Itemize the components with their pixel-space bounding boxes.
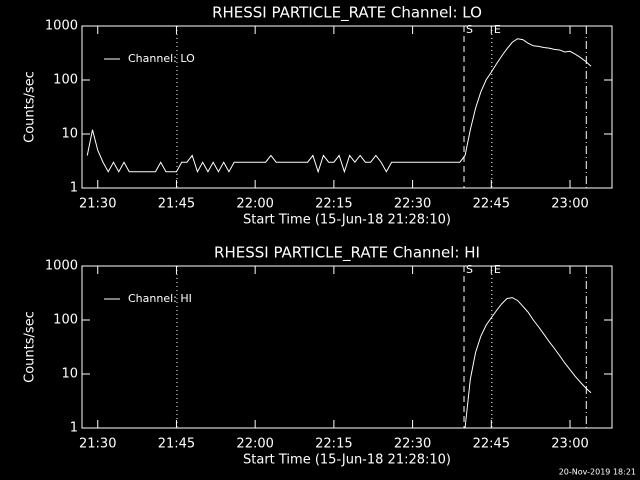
y-tick-label: 1000 (45, 19, 78, 34)
x-tick-label: 21:30 (79, 197, 116, 212)
x-tick-label: 21:45 (158, 437, 195, 452)
x-tick-label: 21:30 (79, 437, 116, 452)
data-line (86, 38, 592, 174)
x-tick-label: 22:15 (315, 437, 352, 452)
legend-label: Channel: HI (128, 292, 192, 305)
x-tick-label: 22:45 (473, 437, 510, 452)
x-tick-label: 22:30 (394, 197, 431, 212)
legend-label: Channel: LO (128, 52, 195, 65)
y-tick-label: 1 (70, 181, 78, 196)
plot-frame (81, 25, 613, 189)
chart-title: RHESSI PARTICLE_RATE Channel: LO (212, 4, 482, 23)
x-tick-label: 22:00 (236, 437, 273, 452)
event-label: E (494, 23, 501, 36)
y-axis-label: Counts/sec (23, 71, 38, 143)
x-tick-label: 21:45 (158, 197, 195, 212)
y-tick-label: 100 (53, 73, 78, 88)
x-tick-label: 22:30 (394, 437, 431, 452)
event-label: S (466, 23, 473, 36)
y-tick-label: 10 (61, 127, 78, 142)
x-axis-label: Start Time (15-Jun-18 21:28:10) (243, 213, 451, 228)
y-tick-label: 100 (53, 313, 78, 328)
x-tick-label: 22:45 (473, 197, 510, 212)
y-tick-label: 1000 (45, 259, 78, 274)
data-line (464, 297, 592, 429)
event-label: S (466, 263, 473, 276)
y-tick-label: 10 (61, 367, 78, 382)
x-tick-label: 22:00 (236, 197, 273, 212)
y-axis-label: Counts/sec (23, 311, 38, 383)
x-tick-label: 23:00 (551, 197, 588, 212)
x-axis-label: Start Time (15-Jun-18 21:28:10) (243, 453, 451, 468)
plot-frame (81, 265, 613, 429)
x-tick-label: 23:00 (551, 437, 588, 452)
footer: 20-Nov-2019 18:21 (559, 468, 636, 477)
event-label: E (494, 263, 501, 276)
x-tick-label: 22:15 (315, 197, 352, 212)
chart-title: RHESSI PARTICLE_RATE Channel: HI (214, 244, 480, 263)
y-tick-label: 1 (70, 421, 78, 436)
